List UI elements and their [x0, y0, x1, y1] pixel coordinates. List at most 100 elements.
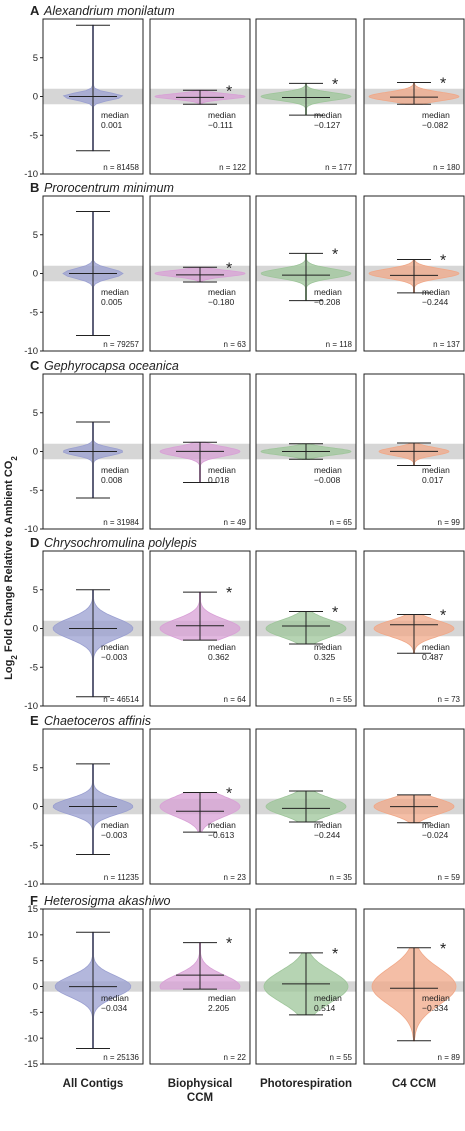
median-value: −0.180 [208, 297, 235, 307]
y-tick-label: -10 [24, 346, 38, 357]
subplot-frame [363, 195, 465, 352]
median-value: 0.487 [422, 652, 444, 662]
subplot-e-4: median−0.024 n = 59 [363, 728, 465, 885]
n-count: n = 63 [224, 340, 247, 349]
median-label: median [101, 820, 129, 830]
panel-title: Heterosigma akashiwo [44, 894, 170, 908]
n-count: n = 177 [325, 163, 352, 172]
subplot-b-3: median−0.208 n = 118 * [255, 195, 357, 352]
median-label: median [101, 287, 129, 297]
panel-a: A Alexandrium monilatum-10-505median0.001… [24, 3, 465, 180]
panel-c: C Gephyrocapsa oceanica-10-505median0.008… [24, 358, 465, 535]
subplot-e-1: median−0.003 n = 11235 [42, 728, 144, 885]
significance-marker: * [440, 253, 446, 270]
subplot-frame [42, 195, 144, 352]
median-label: median [208, 287, 236, 297]
panel-b: B Prorocentrum minimum-10-505median0.005n… [24, 180, 465, 357]
n-count: n = 64 [224, 695, 247, 704]
median-label: median [208, 642, 236, 652]
significance-marker: * [226, 260, 232, 277]
n-count: n = 49 [224, 518, 247, 527]
median-value: −0.208 [314, 297, 341, 307]
panel-letter: B [30, 180, 39, 195]
y-tick-label: 0 [33, 624, 38, 635]
subplot-a-4: median−0.082 n = 180 * [363, 18, 465, 175]
median-label: median [208, 465, 236, 475]
median-label: median [422, 642, 450, 652]
median-value: −0.334 [422, 1003, 449, 1013]
n-count: n = 35 [330, 873, 353, 882]
subplot-frame [42, 728, 144, 885]
subplot-frame [42, 908, 144, 1065]
subplot-frame [42, 373, 144, 530]
panel-title: Chrysochromulina polylepis [44, 536, 197, 550]
category-label: C4 CCM [392, 1078, 436, 1090]
n-count: n = 31984 [103, 518, 139, 527]
panel-letter: A [30, 3, 40, 18]
median-value: 0.514 [314, 1003, 336, 1013]
y-axis-label: Log2 Fold Change Relative to Ambient CO2 [3, 456, 19, 680]
significance-marker: * [226, 585, 232, 602]
subplot-c-3: median−0.008 n = 65 [255, 373, 357, 530]
median-label: median [208, 820, 236, 830]
median-value: 0.325 [314, 652, 336, 662]
y-tick-label: -10 [24, 524, 38, 535]
subplot-f-4: median−0.334 n = 89 * [363, 908, 465, 1065]
category-label: Photorespiration [260, 1078, 352, 1090]
subplot-frame [42, 550, 144, 707]
median-label: median [314, 465, 342, 475]
y-tick-label: 5 [33, 585, 38, 596]
subplot-e-3: median−0.244 n = 35 [255, 728, 357, 885]
subplot-a-2: median−0.111 n = 122 * [149, 18, 251, 175]
y-tick-label: 0 [33, 269, 38, 280]
median-value: −0.127 [314, 120, 341, 130]
y-tick-label: -5 [30, 1008, 38, 1019]
n-count: n = 11235 [104, 873, 140, 882]
subplot-frame [255, 195, 357, 352]
n-count: n = 79257 [103, 340, 139, 349]
panel-d: D Chrysochromulina polylepis -10 -5 0 5 median… [24, 535, 465, 712]
median-value: 2.205 [208, 1003, 230, 1013]
median-label: median [422, 993, 450, 1003]
n-count: n = 46514 [103, 695, 139, 704]
significance-marker: * [332, 76, 338, 93]
n-count: n = 81458 [103, 163, 139, 172]
subplot-frame [42, 18, 144, 175]
median-value: −0.024 [422, 830, 449, 840]
median-value: −0.244 [422, 297, 449, 307]
median-value: −0.111 [208, 120, 233, 130]
median-value: −0.082 [422, 120, 449, 130]
panel-letter: D [30, 535, 39, 550]
median-value: −0.003 [101, 830, 128, 840]
y-tick-label: 0 [33, 447, 38, 458]
median-label: median [101, 642, 129, 652]
subplot-frame [363, 908, 465, 1065]
y-tick-label: 0 [33, 92, 38, 103]
n-count: n = 99 [438, 518, 461, 527]
significance-marker: * [226, 83, 232, 100]
median-label: median [314, 642, 342, 652]
median-label: median [208, 110, 236, 120]
category-label: Biophysical [168, 1078, 233, 1090]
subplot-frame [149, 550, 251, 707]
subplot-frame [149, 373, 251, 530]
category-label: All Contigs [63, 1078, 124, 1090]
panel-letter: E [30, 713, 39, 728]
subplot-f-1: median−0.034 n = 25136 [42, 908, 144, 1065]
panel-letter: C [30, 358, 40, 373]
y-tick-label: -5 [30, 130, 38, 141]
y-tick-label: 15 [27, 904, 38, 915]
subplot-frame [363, 373, 465, 530]
median-value: −0.613 [208, 830, 235, 840]
panel-title: Prorocentrum minimum [44, 181, 174, 195]
median-value: 0.005 [101, 297, 123, 307]
median-value: 0.018 [208, 475, 230, 485]
significance-marker: * [332, 604, 338, 621]
subplot-b-2: median−0.180 n = 63 * [149, 195, 251, 352]
y-tick-label: -15 [24, 1059, 38, 1070]
subplot-frame [255, 728, 357, 885]
